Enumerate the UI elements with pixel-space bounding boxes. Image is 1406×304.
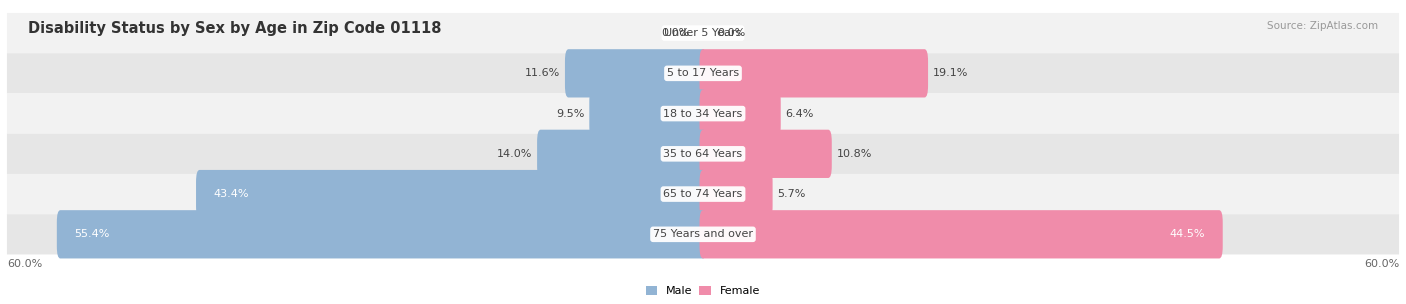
Text: 11.6%: 11.6%	[524, 68, 561, 78]
Text: 5 to 17 Years: 5 to 17 Years	[666, 68, 740, 78]
Text: Source: ZipAtlas.com: Source: ZipAtlas.com	[1267, 21, 1378, 31]
FancyBboxPatch shape	[700, 89, 780, 138]
FancyBboxPatch shape	[589, 89, 706, 138]
FancyBboxPatch shape	[700, 170, 773, 218]
Text: 9.5%: 9.5%	[557, 109, 585, 119]
FancyBboxPatch shape	[7, 134, 1399, 174]
FancyBboxPatch shape	[7, 13, 1399, 53]
Text: 19.1%: 19.1%	[932, 68, 969, 78]
Text: Disability Status by Sex by Age in Zip Code 01118: Disability Status by Sex by Age in Zip C…	[28, 21, 441, 36]
Text: 0.0%: 0.0%	[717, 28, 745, 38]
Text: 35 to 64 Years: 35 to 64 Years	[664, 149, 742, 159]
FancyBboxPatch shape	[56, 210, 706, 258]
FancyBboxPatch shape	[7, 214, 1399, 254]
FancyBboxPatch shape	[537, 130, 706, 178]
Text: Under 5 Years: Under 5 Years	[665, 28, 741, 38]
FancyBboxPatch shape	[7, 93, 1399, 134]
Text: 14.0%: 14.0%	[498, 149, 533, 159]
Text: 10.8%: 10.8%	[837, 149, 872, 159]
Text: 75 Years and over: 75 Years and over	[652, 229, 754, 239]
Text: 60.0%: 60.0%	[7, 259, 42, 269]
Text: 6.4%: 6.4%	[786, 109, 814, 119]
Text: 0.0%: 0.0%	[661, 28, 689, 38]
Text: 55.4%: 55.4%	[75, 229, 110, 239]
Text: 44.5%: 44.5%	[1170, 229, 1205, 239]
FancyBboxPatch shape	[195, 170, 706, 218]
FancyBboxPatch shape	[7, 174, 1399, 214]
Text: 65 to 74 Years: 65 to 74 Years	[664, 189, 742, 199]
FancyBboxPatch shape	[700, 210, 1223, 258]
FancyBboxPatch shape	[700, 49, 928, 98]
Text: 18 to 34 Years: 18 to 34 Years	[664, 109, 742, 119]
Legend: Male, Female: Male, Female	[641, 281, 765, 301]
FancyBboxPatch shape	[565, 49, 706, 98]
Text: 60.0%: 60.0%	[1364, 259, 1399, 269]
FancyBboxPatch shape	[7, 53, 1399, 93]
FancyBboxPatch shape	[700, 130, 832, 178]
Text: 5.7%: 5.7%	[778, 189, 806, 199]
Text: 43.4%: 43.4%	[214, 189, 249, 199]
